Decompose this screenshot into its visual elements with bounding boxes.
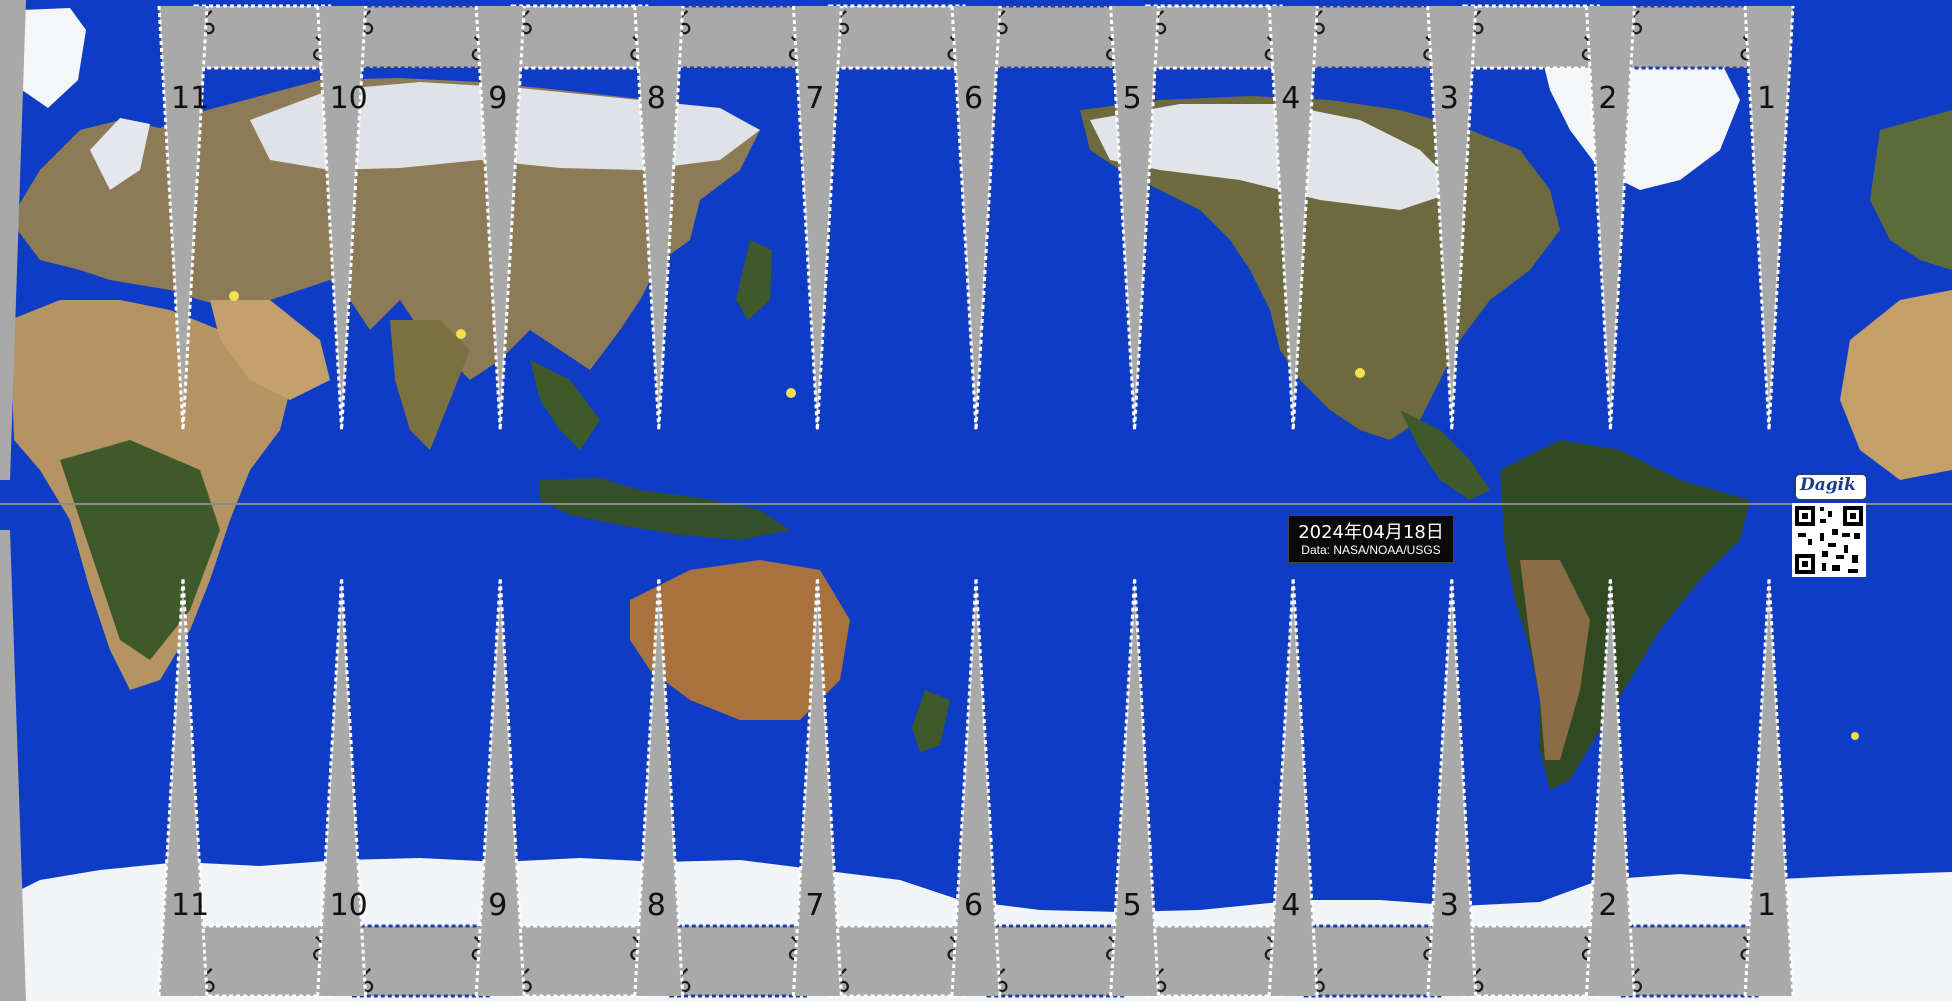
bottom-glue-tab — [670, 926, 806, 996]
top-gore-wedge — [476, 6, 525, 430]
bottom-gore-wedge — [634, 578, 683, 996]
bottom-gore-wedge — [317, 578, 366, 996]
bottom-gore-wedge — [1745, 578, 1793, 996]
gore-number-bottom: 10 — [330, 888, 368, 923]
top-wedge-cut-line — [633, 5, 685, 431]
logo-label: Dagik — [1800, 475, 1856, 495]
gore-number-top: 1 — [1757, 81, 1776, 116]
gore-number-bottom: 8 — [647, 888, 666, 923]
top-wedge-cut-line — [950, 5, 1002, 431]
bottom-glue-tab — [1305, 926, 1440, 996]
top-wedge-cut-line — [1267, 5, 1319, 431]
top-wedge-cut-line — [1426, 5, 1478, 431]
event-markers — [229, 291, 1859, 740]
top-glue-tab — [1146, 6, 1282, 68]
top-gore-wedge — [793, 6, 842, 430]
gore-number-bottom: 11 — [171, 888, 209, 923]
bottom-glue-tab — [1463, 926, 1599, 996]
top-gore-wedge — [1427, 6, 1476, 430]
bottom-gore-wedge — [476, 578, 525, 996]
date-credit-box: 2024年04月18日 Data: NASA/NOAA/USGS — [1288, 515, 1454, 563]
bottom-glue-tab — [988, 926, 1123, 996]
gore-number-bottom: 5 — [1123, 888, 1142, 923]
marker-dot — [456, 329, 466, 339]
top-gore-wedge — [952, 6, 1000, 430]
gore-number-top: 11 — [171, 81, 209, 116]
bottom-gore-wedge — [159, 578, 207, 996]
gore-number-top: 4 — [1281, 81, 1300, 116]
top-glue-tab — [1622, 6, 1757, 68]
qr-code-graphic — [1795, 506, 1863, 574]
bottom-glue-tab — [1622, 926, 1757, 996]
gore-number-top: 3 — [1440, 81, 1459, 116]
gore-number-bottom: 2 — [1598, 888, 1617, 923]
top-glue-tab — [195, 6, 330, 68]
top-glue-tab — [829, 6, 964, 68]
gore-number-bottom: 7 — [805, 888, 824, 923]
bottom-glue-tab — [829, 926, 964, 996]
bottom-gore-wedge — [1586, 578, 1635, 996]
top-glue-tab — [512, 6, 647, 68]
top-wedge-cut-line — [1109, 5, 1161, 431]
top-wedge-cut-line — [791, 5, 843, 431]
gore-number-top: 5 — [1123, 81, 1142, 116]
gore-number-top: 9 — [488, 81, 507, 116]
gore-number-bottom: 3 — [1440, 888, 1459, 923]
top-glue-tab — [1463, 6, 1599, 68]
gore-number-bottom: 6 — [964, 888, 983, 923]
top-gore-wedge — [159, 6, 207, 430]
bottom-glue-tab — [512, 926, 647, 996]
gore-number-top: 2 — [1598, 81, 1617, 116]
left-edge-strip-bottom — [0, 530, 26, 1001]
marker-dot — [1851, 732, 1859, 740]
top-wedge-cut-line — [1743, 5, 1795, 431]
top-gore-wedge — [1269, 6, 1318, 430]
bottom-gore-wedge — [952, 578, 1000, 996]
marker-dot — [229, 291, 239, 301]
gore-number-top: 8 — [647, 81, 666, 116]
credit-label: Data: NASA/NOAA/USGS — [1301, 543, 1441, 557]
bottom-gore-wedge — [793, 578, 842, 996]
bottom-glue-tab — [195, 926, 330, 996]
gore-number-bottom: 4 — [1281, 888, 1300, 923]
bottom-glue-tab — [1146, 926, 1282, 996]
left-edge-strip — [0, 0, 26, 480]
gore-number-bottom: 9 — [488, 888, 507, 923]
bottom-gore-wedge — [1427, 578, 1476, 996]
gore-number-top: 7 — [805, 81, 824, 116]
top-glue-tab — [1305, 6, 1440, 68]
gore-number-bottom: 1 — [1757, 888, 1776, 923]
top-wedge-cut-line — [1584, 5, 1636, 431]
marker-dot — [786, 388, 796, 398]
bottom-gore-wedge — [1110, 578, 1159, 996]
marker-dot — [1355, 368, 1365, 378]
top-glue-tab — [670, 6, 806, 68]
top-glue-tab — [353, 6, 489, 68]
top-wedge-cut-line — [316, 5, 368, 431]
top-wedge-cut-line — [157, 5, 209, 431]
bottom-glue-tab — [353, 926, 489, 996]
gore-number-top: 6 — [964, 81, 983, 116]
qr-code-icon — [1792, 503, 1866, 577]
gore-number-top: 10 — [330, 81, 368, 116]
top-gore-wedge — [634, 6, 683, 430]
top-glue-tab — [988, 6, 1123, 68]
date-label: 2024年04月18日 — [1298, 522, 1444, 543]
dagik-earth-logo: Dagik — [1794, 473, 1868, 501]
bottom-gore-wedge — [1269, 578, 1318, 996]
top-gore-wedge — [1110, 6, 1159, 430]
top-wedge-cut-line — [474, 5, 526, 431]
top-gore-wedge — [1745, 6, 1793, 430]
top-gore-wedge — [317, 6, 366, 430]
top-gore-wedge — [1586, 6, 1635, 430]
